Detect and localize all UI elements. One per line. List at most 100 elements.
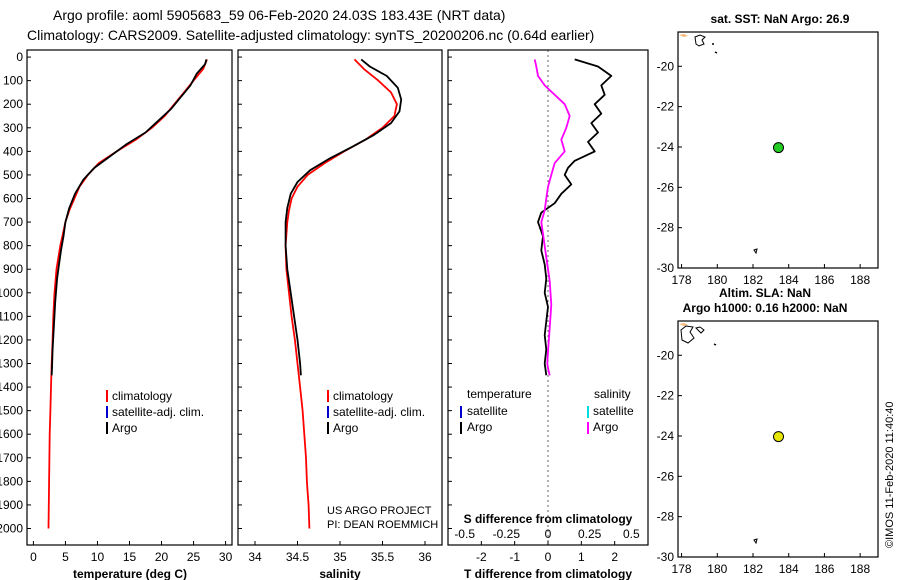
difference-series	[533, 58, 613, 376]
difference-legend: temperature salinity satellite Argo sate…	[460, 387, 634, 434]
s-difference-ticks: -0.5 -0.25 0 0.25 0.5	[454, 527, 640, 541]
x-tick-label: 0	[30, 550, 37, 564]
lon-tick-label: 180	[707, 562, 727, 576]
lon-tick-label: 186	[814, 273, 834, 287]
salinity-legend: climatology satellite-adj. clim. Argo	[327, 389, 425, 435]
depth-tick-label: 400	[3, 144, 23, 158]
credit-label: ©IMOS 11-Feb-2020 11:40:40	[884, 401, 896, 548]
island-outline-2	[695, 326, 705, 334]
temperature-frame	[26, 49, 233, 546]
temperature-panel: 0100200300400500600700800900100011001200…	[0, 49, 452, 580]
temperature-x-label: temperature (deg C)	[73, 567, 187, 580]
s-tick-label: -0.25	[493, 527, 521, 541]
sst-map-title: sat. SST: NaN Argo: 26.9	[711, 12, 850, 26]
depth-tick-label: 900	[3, 262, 23, 276]
depth-tick-label: 1000	[0, 286, 23, 300]
lat-tick-label: -20	[657, 348, 675, 362]
series-line-climatology	[284, 58, 398, 529]
sla-map-frame	[677, 320, 879, 558]
legend-header-salinity: salinity	[594, 387, 631, 401]
x-tick-label: 0	[545, 550, 552, 564]
depth-tick-label: 1700	[0, 451, 23, 465]
depth-tick-labels: 0 100 200 300 400 500 600 700 800 900 1000 1100 1200…	[0, 50, 452, 536]
sla-map-ticks: 178 180 182 184 186 188 -20 -22 -24 -26 -28 -30	[657, 348, 871, 576]
x-tick-label: 30	[219, 550, 233, 564]
x-tick-label: 20	[155, 550, 169, 564]
legend-label-t-satellite: satellite	[467, 404, 508, 418]
sla-map: Altim. SLA: NaN Argo h1000: 0.16 h2000: …	[657, 286, 879, 576]
salinity-series	[284, 58, 403, 529]
pi-label: PI: DEAN ROEMMICH	[327, 519, 438, 531]
island-dots	[712, 43, 718, 54]
lon-tick-label: 178	[672, 273, 692, 287]
depth-tick-label: 700	[3, 215, 23, 229]
difference-panel: -2 -1 0 1 2 S difference from climatology -0…	[447, 49, 649, 580]
salinity-frame	[237, 49, 443, 546]
lon-tick-label: 182	[743, 562, 763, 576]
island-dots	[713, 343, 717, 346]
argo-position-marker	[773, 431, 784, 443]
lat-tick-label: -22	[657, 100, 675, 114]
temperature-series	[47, 59, 208, 529]
series-line-argo	[50, 59, 208, 376]
x-tick-label: 25	[187, 550, 201, 564]
island-outline	[694, 34, 706, 47]
depth-tick-label: 1800	[0, 474, 23, 488]
depth-tick-label: 1200	[0, 333, 23, 347]
argo-position-marker	[773, 142, 784, 154]
legend-label-argo: Argo	[112, 421, 138, 435]
lat-tick-label: -28	[657, 221, 675, 235]
legend-header-temperature: temperature	[467, 387, 532, 401]
sst-map-coastlines	[679, 34, 758, 255]
legend-label-satellite: satellite-adj. clim.	[112, 405, 204, 419]
depth-tick-label: 100	[3, 74, 23, 88]
x-tick-label: 10	[91, 550, 105, 564]
lat-tick-label: -30	[657, 261, 675, 275]
x-tick-label: 34.5	[286, 550, 310, 564]
s-tick-label: -0.5	[454, 527, 475, 541]
x-tick-label: 1	[578, 550, 585, 564]
sla-map-coastlines	[679, 323, 758, 545]
x-tick-label: 35	[333, 550, 347, 564]
s-tick-label: 0.5	[623, 527, 640, 541]
legend-label-s-satellite: satellite	[593, 404, 634, 418]
legend-label-s-argo: Argo	[593, 420, 619, 434]
lat-tick-label: -24	[657, 429, 675, 443]
legend-label-argo: Argo	[333, 421, 359, 435]
title-line-2: Climatology: CARS2009. Satellite-adjuste…	[27, 27, 594, 43]
title-line-1: Argo profile: aoml 5905683_59 06-Feb-202…	[53, 7, 505, 23]
depth-tick-label: 500	[3, 168, 23, 182]
legend-label-climatology: climatology	[333, 389, 393, 403]
lat-tick-label: -28	[657, 510, 675, 524]
x-tick-label: 5	[62, 550, 69, 564]
salinity-x-label: salinity	[319, 567, 361, 580]
legend-label-satellite: satellite-adj. clim.	[333, 405, 425, 419]
t-difference-label: T difference from climatology	[464, 567, 632, 580]
legend-label-t-argo: Argo	[467, 420, 493, 434]
x-tick-label: -2	[476, 550, 487, 564]
lat-tick-label: -30	[657, 550, 675, 564]
lon-tick-label: 186	[814, 562, 834, 576]
sla-map-title-2: Argo h1000: 0.16 h2000: NaN	[683, 301, 848, 315]
island-small	[753, 248, 758, 255]
x-tick-label: 36	[418, 550, 432, 564]
lat-tick-label: -24	[657, 140, 675, 154]
lon-tick-label: 178	[672, 562, 692, 576]
x-tick-label: -1	[509, 550, 520, 564]
depth-tick-label: 200	[3, 97, 23, 111]
coast-patch	[679, 34, 688, 37]
lon-tick-label: 184	[779, 562, 799, 576]
depth-tick-label: 1100	[0, 309, 23, 323]
x-tick-label: 35.5	[371, 550, 395, 564]
series-line-argo	[284, 58, 403, 376]
sst-map-frame	[677, 31, 879, 269]
lon-tick-label: 188	[850, 562, 870, 576]
x-tick-label: 2	[611, 550, 618, 564]
temperature-x-ticks: 0 5 10 15 20 25 30	[30, 541, 233, 564]
coast-patch	[679, 323, 688, 326]
series-line-temperature-argo	[537, 58, 613, 376]
sst-map: sat. SST: NaN Argo: 26.9 178 180 182 184 186…	[657, 12, 879, 287]
series-line-salinity-argo	[533, 59, 571, 376]
salinity-panel: 34 34.5 35 35.5 36 salinity climatology sate…	[237, 49, 443, 580]
depth-tick-label: 0	[16, 50, 23, 64]
